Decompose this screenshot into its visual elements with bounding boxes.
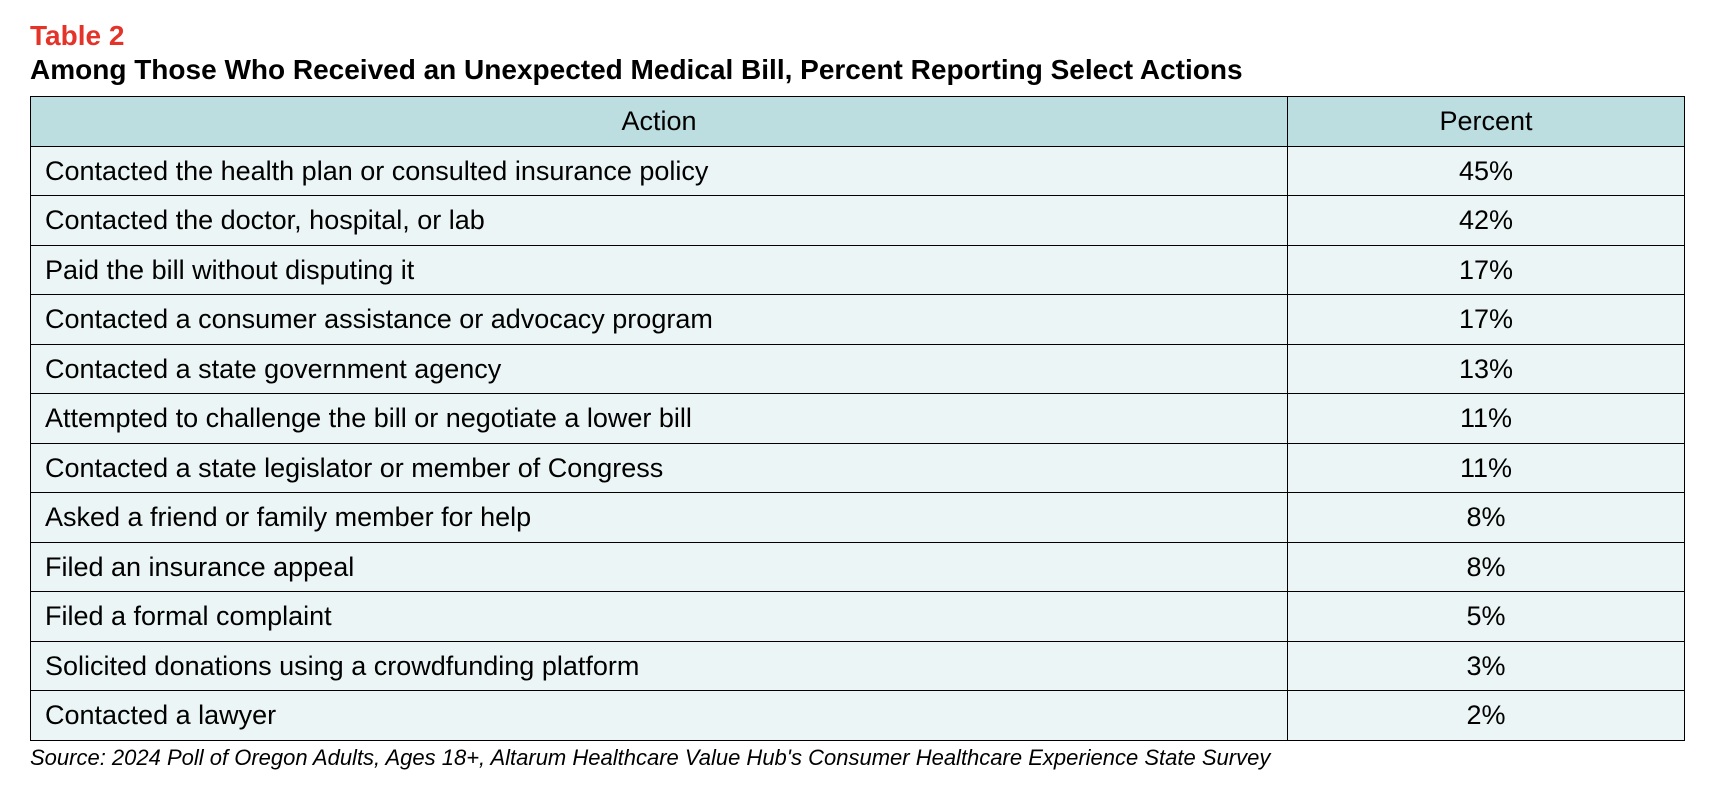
table-row: Paid the bill without disputing it17%	[31, 245, 1685, 295]
table-header-row: Action Percent	[31, 97, 1685, 147]
percent-cell: 11%	[1288, 394, 1685, 444]
percent-cell: 8%	[1288, 542, 1685, 592]
percent-cell: 5%	[1288, 592, 1685, 642]
percent-cell: 11%	[1288, 443, 1685, 493]
action-cell: Contacted a consumer assistance or advoc…	[31, 295, 1288, 345]
action-cell: Contacted the doctor, hospital, or lab	[31, 196, 1288, 246]
data-table: Action Percent Contacted the health plan…	[30, 96, 1685, 741]
source-note: Source: 2024 Poll of Oregon Adults, Ages…	[30, 745, 1685, 771]
percent-cell: 42%	[1288, 196, 1685, 246]
percent-cell: 13%	[1288, 344, 1685, 394]
percent-cell: 45%	[1288, 146, 1685, 196]
action-cell: Paid the bill without disputing it	[31, 245, 1288, 295]
table-row: Filed an insurance appeal8%	[31, 542, 1685, 592]
table-title: Among Those Who Received an Unexpected M…	[30, 54, 1685, 86]
action-cell: Contacted a lawyer	[31, 691, 1288, 741]
percent-cell: 17%	[1288, 295, 1685, 345]
column-header-action: Action	[31, 97, 1288, 147]
table-row: Attempted to challenge the bill or negot…	[31, 394, 1685, 444]
action-cell: Contacted a state government agency	[31, 344, 1288, 394]
action-cell: Solicited donations using a crowdfunding…	[31, 641, 1288, 691]
table-row: Contacted a state legislator or member o…	[31, 443, 1685, 493]
action-cell: Attempted to challenge the bill or negot…	[31, 394, 1288, 444]
table-row: Asked a friend or family member for help…	[31, 493, 1685, 543]
table-row: Contacted a lawyer2%	[31, 691, 1685, 741]
table-number: Table 2	[30, 20, 1685, 52]
percent-cell: 3%	[1288, 641, 1685, 691]
percent-cell: 8%	[1288, 493, 1685, 543]
action-cell: Asked a friend or family member for help	[31, 493, 1288, 543]
action-cell: Contacted a state legislator or member o…	[31, 443, 1288, 493]
table-row: Contacted the doctor, hospital, or lab42…	[31, 196, 1685, 246]
table-row: Contacted the health plan or consulted i…	[31, 146, 1685, 196]
table-row: Contacted a state government agency13%	[31, 344, 1685, 394]
table-row: Contacted a consumer assistance or advoc…	[31, 295, 1685, 345]
action-cell: Filed a formal complaint	[31, 592, 1288, 642]
column-header-percent: Percent	[1288, 97, 1685, 147]
table-body: Contacted the health plan or consulted i…	[31, 146, 1685, 740]
action-cell: Filed an insurance appeal	[31, 542, 1288, 592]
percent-cell: 17%	[1288, 245, 1685, 295]
action-cell: Contacted the health plan or consulted i…	[31, 146, 1288, 196]
table-row: Solicited donations using a crowdfunding…	[31, 641, 1685, 691]
table-row: Filed a formal complaint5%	[31, 592, 1685, 642]
percent-cell: 2%	[1288, 691, 1685, 741]
